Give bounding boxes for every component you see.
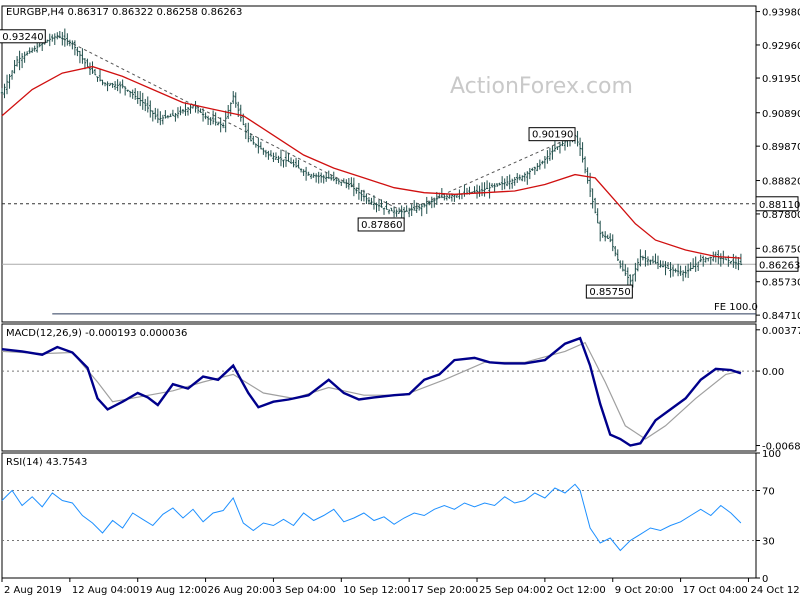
watermark: ActionForex.com xyxy=(450,74,633,99)
annotation-box xyxy=(357,217,405,232)
macd-title: MACD(12,26,9) -0.000193 0.000036 xyxy=(6,328,187,339)
price-ytick-label: 0.90890 xyxy=(762,109,800,120)
price-ytick-label: 0.87800 xyxy=(762,210,800,221)
xtick-label: 26 Aug 20:00 xyxy=(208,585,275,596)
annotation-label: 0.87860 xyxy=(361,220,402,231)
macd-ytick-label: 0.00 xyxy=(762,367,784,378)
rsi-panel-frame xyxy=(1,452,757,579)
macd-ytick-label: 0.00377 xyxy=(762,326,800,337)
trendline-down xyxy=(57,35,405,213)
level-label-box xyxy=(755,196,799,212)
macd-panel-frame xyxy=(1,323,757,452)
macd-series-signal xyxy=(1,341,742,440)
annotation-box xyxy=(0,29,46,44)
price-ytick-label: 0.89870 xyxy=(762,142,800,153)
rsi-ytick-label: 0 xyxy=(762,574,768,585)
level-label: 0.86263 xyxy=(759,260,800,271)
price-ytick-label: 0.84710 xyxy=(762,311,800,322)
rsi-series-line xyxy=(1,483,742,552)
annotation-box xyxy=(528,127,576,142)
xtick-label: 17 Sep 20:00 xyxy=(411,585,478,596)
rsi-ytick-label: 70 xyxy=(762,487,775,498)
xtick-label: 24 Oct 12:00 xyxy=(750,585,800,596)
level-label-box xyxy=(755,256,799,272)
macd-series-macd xyxy=(1,336,742,447)
price-ytick-label: 0.88820 xyxy=(762,177,800,188)
xtick-label: 9 Oct 20:00 xyxy=(615,585,674,596)
annotation-label: 0.93240 xyxy=(2,32,43,43)
level-label: 0.88110 xyxy=(759,200,800,211)
xtick-label: 3 Sep 04:00 xyxy=(275,585,335,596)
xtick-label: 2 Oct 12:00 xyxy=(547,585,606,596)
price-header: EURGBP,H4 0.86317 0.86322 0.86258 0.8626… xyxy=(6,7,242,18)
price-ytick-label: 0.91950 xyxy=(762,74,800,85)
rsi-title: RSI(14) 43.7543 xyxy=(6,457,87,468)
price-ytick-label: 0.92960 xyxy=(762,41,800,52)
xtick-label: 25 Sep 04:00 xyxy=(479,585,546,596)
xtick-label: 17 Oct 04:00 xyxy=(683,585,748,596)
macd-ytick-label: -0.0068 xyxy=(762,442,800,453)
rsi-ytick-label: 100 xyxy=(762,449,781,460)
price-ytick-label: 0.93980 xyxy=(762,8,800,19)
xtick-label: 12 Aug 04:00 xyxy=(72,585,139,596)
price-panel-frame xyxy=(1,5,757,323)
price-ytick-label: 0.85730 xyxy=(762,278,800,289)
fib-label: FE 100.0 xyxy=(714,302,758,313)
xtick-label: 19 Aug 12:00 xyxy=(140,585,207,596)
annotation-box xyxy=(585,284,633,299)
price-ytick-label: 0.86750 xyxy=(762,244,800,255)
annotation-label: 0.90190 xyxy=(532,130,573,141)
trendline-up xyxy=(403,135,576,213)
xtick-label: 2 Aug 2019 xyxy=(4,585,62,596)
moving-average-line xyxy=(1,65,741,259)
rsi-ytick-label: 30 xyxy=(762,537,775,548)
annotation-label: 0.85750 xyxy=(589,287,630,298)
xtick-label: 10 Sep 12:00 xyxy=(343,585,410,596)
